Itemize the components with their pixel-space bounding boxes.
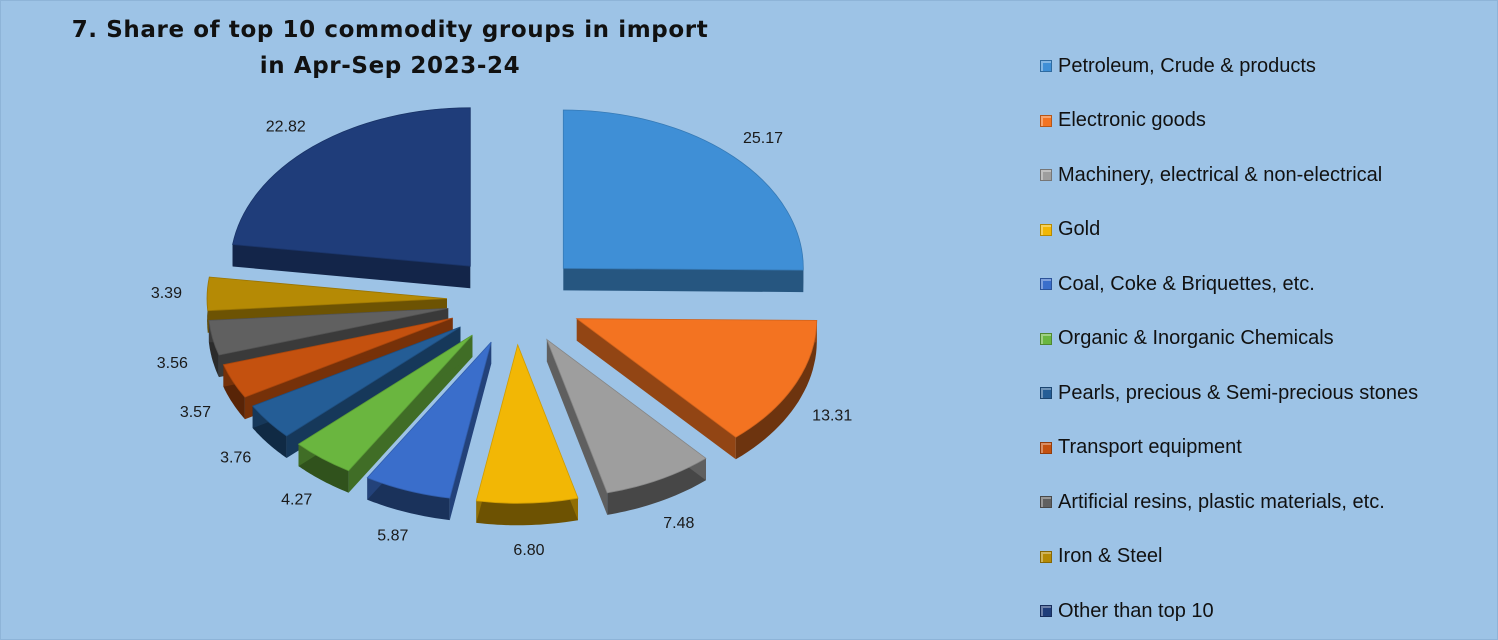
data-label-10: 3.39	[151, 285, 182, 302]
pie-slice-side	[476, 498, 578, 526]
pie-slice-top	[222, 317, 453, 398]
chart-title-line-2: in Apr-Sep 2023-24	[259, 53, 521, 79]
legend-label: Gold	[1058, 218, 1101, 240]
legend-item: Pearls, precious & Semi-precious stones	[1040, 379, 1418, 407]
data-label-5: 5.87	[377, 527, 408, 544]
data-label-8: 3.57	[180, 404, 211, 421]
pie-slice-top	[252, 326, 461, 437]
legend-swatch	[1040, 496, 1052, 508]
legend-item: Artificial resins, plastic materials, et…	[1040, 488, 1385, 516]
legend-label: Organic & Inorganic Chemicals	[1058, 327, 1334, 349]
pie-slice-3	[546, 338, 707, 515]
pie-slice-6	[297, 334, 473, 493]
pie-slice-face	[576, 318, 736, 460]
chart-title: 7. Share of top 10 commodity groups in i…	[40, 12, 740, 84]
data-label-6: 4.27	[281, 491, 312, 508]
pie-slice-top	[575, 318, 818, 438]
pie-slice-top	[208, 308, 449, 356]
legend-label: Machinery, electrical & non-electrical	[1058, 163, 1383, 186]
pie-slice-top	[475, 343, 579, 504]
legend-item: Other than top 10	[1040, 597, 1214, 625]
pie-slice-face	[232, 244, 471, 289]
chart-title-line-1: 7. Share of top 10 commodity groups in i…	[71, 17, 709, 43]
legend-item: Petroleum, Crude & products	[1040, 52, 1316, 80]
pie-slices	[206, 107, 818, 526]
pie-data-labels: 25.17 13.31 7.48 6.80 5.87 4.27 3.76 3.57 3.56 3.…	[151, 119, 852, 559]
pie-chart: 25.17 13.31 7.48 6.80 5.87 4.27 3.76 3.57 3.56 3.…	[151, 107, 852, 559]
pie-slice-side	[735, 320, 817, 460]
legend-label: Artificial resins, plastic materials, et…	[1058, 490, 1385, 513]
legend-item: Electronic goods	[1040, 107, 1206, 135]
legend-label: Electronic goods	[1058, 109, 1206, 131]
legend-item: Gold	[1040, 216, 1100, 244]
legend-swatch	[1040, 441, 1052, 454]
pie-slice-1	[562, 109, 804, 293]
pie-slice-face	[449, 342, 492, 521]
pie-slice-top	[206, 276, 448, 312]
legend-swatch	[1040, 60, 1052, 72]
legend-label: Iron & Steel	[1058, 545, 1163, 567]
pie-slice-face	[563, 268, 804, 293]
pie-slice-11	[232, 107, 471, 289]
legend-swatch	[1040, 223, 1052, 236]
legend-item: Iron & Steel	[1040, 543, 1163, 571]
legend-label: Other than top 10	[1058, 599, 1214, 622]
legend-swatch	[1040, 169, 1052, 181]
pie-slice-side	[367, 477, 450, 521]
pie-slice-face	[546, 339, 608, 515]
pie-slice-side	[607, 458, 706, 515]
legend-item: Coal, Coke & Briquettes, etc.	[1040, 270, 1315, 298]
legend-swatch	[1040, 278, 1052, 290]
legend-swatch	[1040, 114, 1052, 127]
legend-swatch	[1040, 332, 1052, 345]
legend-item: Machinery, electrical & non-electrical	[1040, 161, 1382, 189]
legend-label: Pearls, precious & Semi-precious stones	[1058, 381, 1419, 404]
pie-slice-top	[232, 107, 471, 267]
pie-slice-5	[366, 341, 492, 521]
legend-label: Coal, Coke & Briquettes, etc.	[1058, 272, 1315, 295]
legend-swatch	[1040, 550, 1052, 563]
data-label-11: 22.82	[266, 119, 306, 136]
legend-swatch	[1040, 387, 1052, 399]
legend-item: Organic & Inorganic Chemicals	[1040, 325, 1334, 353]
pie-slice-top	[562, 109, 804, 271]
pie-slice-2	[575, 318, 818, 460]
data-label-9: 3.56	[157, 355, 188, 372]
legend-label: Transport equipment	[1058, 436, 1242, 458]
legend-swatch	[1040, 605, 1052, 617]
pie-slice-top	[546, 338, 707, 494]
legend-label: Petroleum, Crude & products	[1058, 54, 1316, 77]
data-label-2: 13.31	[812, 408, 852, 425]
pie-slice-8	[222, 317, 453, 420]
data-label-3: 7.48	[663, 515, 694, 532]
pie-slice-top	[366, 341, 492, 499]
data-label-1: 25.17	[743, 130, 783, 147]
pie-slice-top	[297, 334, 473, 472]
data-label-4: 6.80	[513, 542, 544, 559]
pie-slice-4	[475, 343, 579, 526]
data-label-7: 3.76	[220, 450, 251, 467]
legend-item: Transport equipment	[1040, 434, 1242, 462]
